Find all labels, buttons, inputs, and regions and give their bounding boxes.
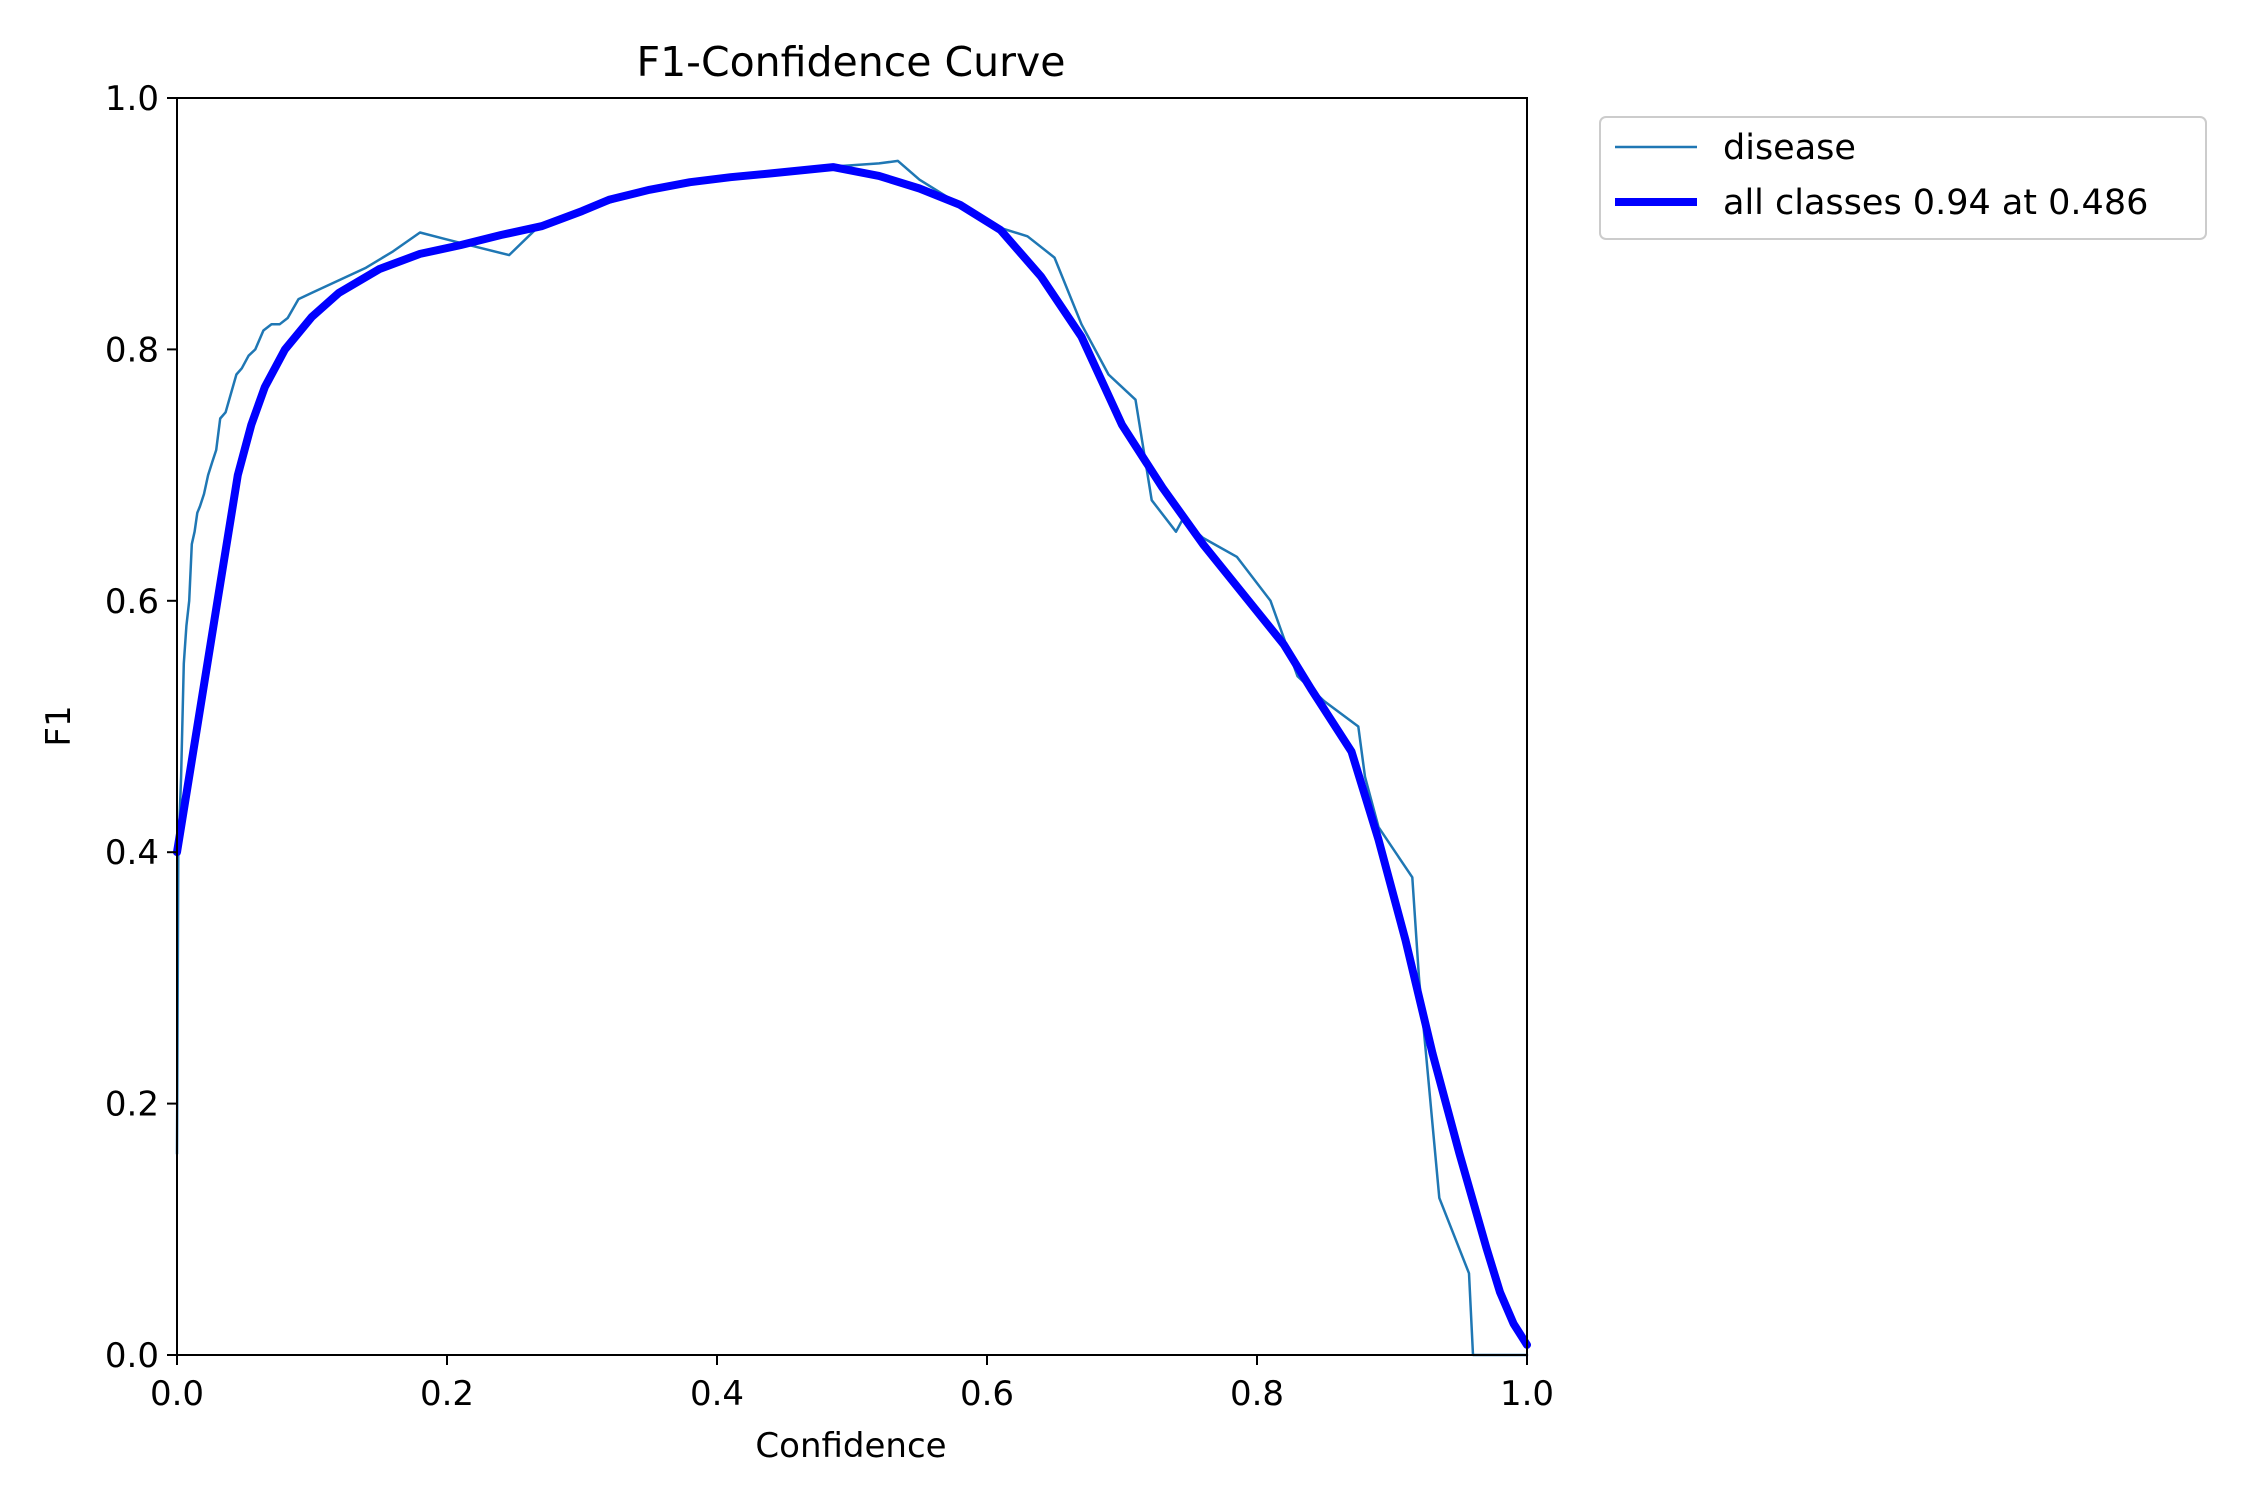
chart-title: F1-Confidence Curve bbox=[637, 38, 1066, 86]
x-tick-label: 0.4 bbox=[690, 1374, 744, 1414]
x-axis-ticks: 0.0 0.2 0.4 0.6 0.8 1.0 bbox=[150, 1355, 1554, 1414]
y-tick-label: 0.2 bbox=[105, 1085, 159, 1125]
series-layer bbox=[173, 159, 1531, 1357]
y-tick-label: 0.6 bbox=[105, 582, 159, 622]
legend-label-disease: disease bbox=[1723, 128, 1856, 168]
x-tick-label: 0.6 bbox=[960, 1374, 1014, 1414]
y-axis-label: F1 bbox=[39, 705, 79, 746]
x-tick-label: 0.2 bbox=[420, 1374, 474, 1414]
y-tick-label: 0.8 bbox=[105, 330, 159, 370]
x-tick-label: 1.0 bbox=[1500, 1374, 1554, 1414]
legend: disease all classes 0.94 at 0.486 bbox=[1599, 116, 2207, 240]
y-tick-label: 1.0 bbox=[105, 79, 159, 119]
series-line-1 bbox=[173, 163, 1531, 1349]
x-tick-label: 0.8 bbox=[1230, 1374, 1284, 1414]
legend-label-all-classes: all classes 0.94 at 0.486 bbox=[1723, 183, 2148, 223]
x-axis-label: Confidence bbox=[755, 1426, 946, 1466]
plot-frame bbox=[176, 97, 1528, 1356]
y-tick-label: 0.0 bbox=[105, 1336, 159, 1376]
y-tick-label: 0.4 bbox=[105, 833, 159, 873]
legend-frame bbox=[1599, 116, 2207, 240]
x-tick-label: 0.0 bbox=[150, 1374, 204, 1414]
y-axis-ticks: 0.0 0.2 0.4 0.6 0.8 1.0 bbox=[105, 79, 177, 1376]
